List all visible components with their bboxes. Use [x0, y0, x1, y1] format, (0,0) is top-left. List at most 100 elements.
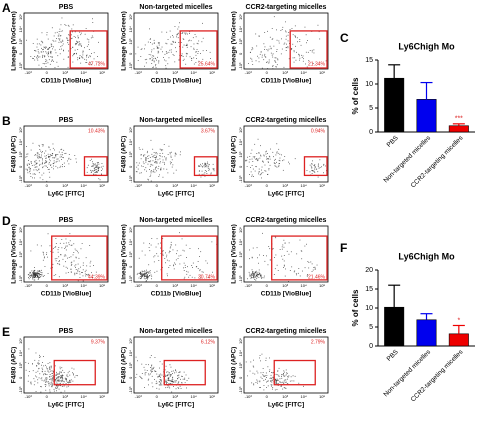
event-dot [200, 176, 202, 178]
event-dot [252, 372, 254, 374]
event-dot [153, 169, 155, 171]
event-dot [173, 55, 175, 56]
event-dot [46, 254, 47, 255]
event-dot [291, 48, 293, 50]
event-dot [161, 384, 163, 386]
event-dot [270, 380, 272, 381]
event-dot [250, 152, 252, 154]
event-dot [149, 165, 151, 167]
event-dot [95, 171, 97, 173]
event-dot [36, 43, 38, 45]
event-dot [144, 254, 146, 256]
event-dot [42, 166, 44, 168]
event-dot [33, 271, 35, 272]
event-dot [280, 382, 282, 384]
event-dot [255, 272, 257, 274]
event-dot [46, 34, 48, 36]
event-dot [279, 163, 280, 164]
event-dot [58, 388, 60, 390]
event-dot [49, 245, 51, 247]
event-dot [86, 54, 88, 56]
event-dot [292, 43, 294, 45]
event-dot [189, 248, 191, 249]
plot-title: CCR2-targeting micelles [246, 4, 327, 11]
event-dot [289, 163, 290, 165]
event-dot [277, 379, 279, 381]
event-dot [75, 264, 77, 266]
error-bar [388, 64, 401, 79]
event-dot [51, 154, 52, 156]
event-dot [286, 372, 287, 374]
event-dot [167, 374, 169, 376]
event-dot [97, 166, 99, 168]
event-dot [145, 62, 147, 64]
event-dot [26, 165, 28, 166]
event-dot [150, 355, 152, 356]
event-dot [174, 153, 176, 155]
event-dot [150, 180, 152, 182]
event-dot [41, 158, 43, 160]
event-dot [55, 260, 57, 262]
event-dot [174, 26, 176, 27]
event-dot [283, 382, 285, 384]
event-dot [37, 152, 39, 154]
event-dot [264, 170, 266, 172]
y-tick-label: 0 [128, 376, 133, 379]
event-dot [79, 41, 80, 43]
event-dot [201, 271, 203, 273]
event-dot [59, 53, 61, 55]
event-dot [55, 165, 57, 167]
event-dot [136, 273, 138, 275]
event-dot [45, 389, 47, 391]
event-dot [143, 277, 145, 279]
event-dot [266, 62, 267, 63]
event-dot [276, 380, 278, 382]
y-tick-label: -10³ [238, 275, 243, 283]
event-dot [46, 155, 47, 157]
event-dot [141, 274, 143, 275]
event-dot [67, 257, 68, 259]
event-dot [177, 258, 179, 259]
event-dot [55, 246, 57, 248]
event-dot [145, 280, 147, 282]
event-dot [143, 242, 145, 244]
event-dot [267, 264, 269, 266]
event-dot [89, 245, 91, 246]
event-dot [37, 379, 39, 381]
event-dot [81, 45, 82, 47]
event-dot [145, 161, 147, 163]
event-dot [44, 256, 45, 258]
event-dot [154, 370, 155, 372]
event-dot [272, 38, 274, 40]
y-tick-label: 10⁵ [238, 227, 243, 233]
plot-title: Non-targeted micelles [139, 117, 212, 124]
event-dot [159, 155, 161, 157]
event-dot [160, 168, 161, 170]
event-dot [36, 56, 38, 58]
event-dot [281, 376, 282, 377]
event-dot [289, 43, 290, 44]
x-tick-label: CCR2-targeting micelles [410, 134, 465, 189]
event-dot [145, 158, 147, 160]
event-dot [298, 53, 299, 55]
event-dot [60, 375, 62, 376]
event-dot [37, 370, 39, 372]
event-dot [65, 379, 67, 381]
event-dot [60, 24, 62, 26]
event-dot [42, 54, 44, 56]
event-dot [80, 43, 82, 45]
event-dot [256, 370, 258, 372]
event-dot [84, 58, 86, 60]
event-dot [55, 156, 57, 158]
event-dot [92, 36, 94, 38]
event-dot [248, 161, 250, 163]
event-dot [284, 375, 286, 377]
event-dot [174, 262, 175, 264]
event-dot [46, 366, 47, 368]
event-dot [57, 379, 59, 381]
event-dot [245, 160, 247, 162]
event-dot [42, 167, 43, 169]
event-dot [34, 274, 36, 276]
event-dot [61, 148, 63, 150]
event-dot [264, 375, 266, 377]
